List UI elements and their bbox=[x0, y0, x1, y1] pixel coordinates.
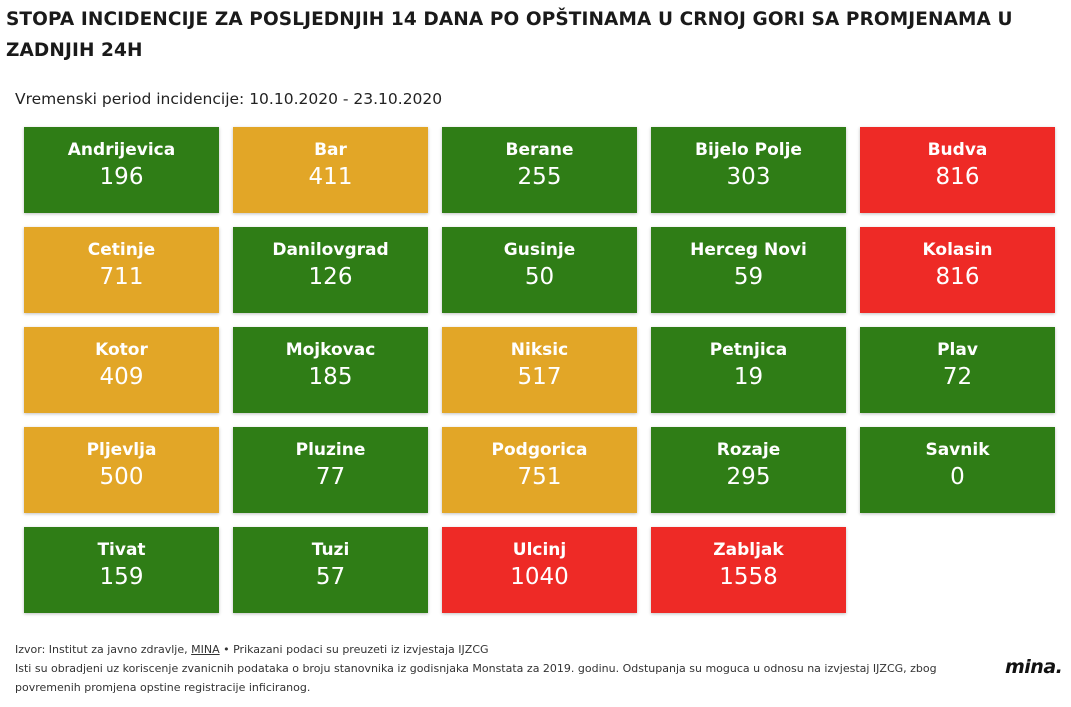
incidence-value: 57 bbox=[315, 564, 346, 590]
incidence-value: 517 bbox=[517, 364, 562, 390]
municipality-tile: Tivat 159 bbox=[24, 527, 219, 613]
municipality-name: Tivat bbox=[97, 540, 146, 560]
municipality-tile: Budva 816 bbox=[860, 127, 1055, 213]
municipality-tile: Petnjica 19 bbox=[651, 327, 846, 413]
source-link[interactable]: MINA bbox=[191, 643, 220, 656]
municipality-tile: Andrijevica 196 bbox=[24, 127, 219, 213]
incidence-value: 1040 bbox=[510, 564, 569, 590]
source-prefix: Izvor: Institut za javno zdravlje, bbox=[15, 643, 192, 656]
municipality-tile: Zabljak 1558 bbox=[651, 527, 846, 613]
municipality-tile: Pluzine 77 bbox=[233, 427, 428, 513]
incidence-value: 72 bbox=[942, 364, 973, 390]
municipality-name: Savnik bbox=[925, 440, 990, 460]
source-suffix: • Prikazani podaci su preuzeti iz izvjes… bbox=[219, 643, 489, 656]
incidence-value: 411 bbox=[308, 164, 353, 190]
municipality-name: Ulcinj bbox=[512, 540, 567, 560]
municipality-name: Herceg Novi bbox=[690, 240, 807, 260]
incidence-value: 816 bbox=[935, 264, 980, 290]
municipality-name: Niksic bbox=[510, 340, 569, 360]
municipality-tile: Niksic 517 bbox=[442, 327, 637, 413]
incidence-value: 1558 bbox=[719, 564, 778, 590]
incidence-value: 751 bbox=[517, 464, 562, 490]
municipality-tile: Savnik 0 bbox=[860, 427, 1055, 513]
municipality-tile: Bar 411 bbox=[233, 127, 428, 213]
municipality-tile: Mojkovac 185 bbox=[233, 327, 428, 413]
incidence-value: 295 bbox=[726, 464, 771, 490]
municipality-name: Tuzi bbox=[311, 540, 350, 560]
incidence-value: 59 bbox=[733, 264, 764, 290]
incidence-value: 50 bbox=[524, 264, 555, 290]
municipality-name: Andrijevica bbox=[67, 140, 176, 160]
municipality-name: Rozaje bbox=[716, 440, 781, 460]
footer: Izvor: Institut za javno zdravlje, MINA … bbox=[15, 640, 1005, 697]
municipality-name: Bijelo Polje bbox=[695, 140, 802, 160]
period-subtitle: Vremenski period incidencije: 10.10.2020… bbox=[15, 90, 443, 108]
incidence-value: 196 bbox=[99, 164, 144, 190]
municipality-name: Gusinje bbox=[503, 240, 576, 260]
municipality-tile: Ulcinj 1040 bbox=[442, 527, 637, 613]
incidence-value: 500 bbox=[99, 464, 144, 490]
municipality-tile: Cetinje 711 bbox=[24, 227, 219, 313]
chart-title: STOPA INCIDENCIJE ZA POSLJEDNJIH 14 DANA… bbox=[6, 9, 1013, 61]
municipality-name: Pljevlja bbox=[86, 440, 157, 460]
municipality-name: Cetinje bbox=[87, 240, 156, 260]
footer-note: Isti su obradjeni uz koriscenje zvanicni… bbox=[15, 662, 937, 694]
incidence-value: 159 bbox=[99, 564, 144, 590]
municipality-tile: Plav 72 bbox=[860, 327, 1055, 413]
municipality-tile: Gusinje 50 bbox=[442, 227, 637, 313]
municipality-tile: Bijelo Polje 303 bbox=[651, 127, 846, 213]
municipality-name: Bar bbox=[314, 140, 347, 160]
incidence-value: 19 bbox=[733, 364, 764, 390]
municipality-name: Kolasin bbox=[922, 240, 993, 260]
municipality-tile: Kolasin 816 bbox=[860, 227, 1055, 313]
municipality-tile: Berane 255 bbox=[442, 127, 637, 213]
incidence-value: 303 bbox=[726, 164, 771, 190]
incidence-value: 409 bbox=[99, 364, 144, 390]
municipality-name: Zabljak bbox=[713, 540, 784, 560]
source-line: Izvor: Institut za javno zdravlje, MINA … bbox=[15, 640, 1005, 659]
municipality-name: Budva bbox=[927, 140, 988, 160]
municipality-name: Berane bbox=[505, 140, 574, 160]
municipality-tile: Tuzi 57 bbox=[233, 527, 428, 613]
municipality-name: Kotor bbox=[95, 340, 148, 360]
municipality-name: Petnjica bbox=[709, 340, 788, 360]
municipality-tile: Rozaje 295 bbox=[651, 427, 846, 513]
municipality-name: Plav bbox=[937, 340, 978, 360]
incidence-value: 0 bbox=[950, 464, 965, 490]
incidence-value: 711 bbox=[99, 264, 144, 290]
municipality-tile: Herceg Novi 59 bbox=[651, 227, 846, 313]
incidence-value: 126 bbox=[308, 264, 353, 290]
municipality-name: Mojkovac bbox=[285, 340, 376, 360]
municipality-tile: Pljevlja 500 bbox=[24, 427, 219, 513]
incidence-value: 816 bbox=[935, 164, 980, 190]
municipality-tile: Kotor 409 bbox=[24, 327, 219, 413]
municipality-name: Danilovgrad bbox=[272, 240, 389, 260]
municipality-tile: Danilovgrad 126 bbox=[233, 227, 428, 313]
incidence-value: 77 bbox=[315, 464, 346, 490]
incidence-value: 185 bbox=[308, 364, 353, 390]
incidence-grid: Andrijevica 196 Bar 411 Berane 255 Bijelo Polj… bbox=[24, 127, 1056, 614]
municipality-name: Pluzine bbox=[295, 440, 366, 460]
mina-logo: mina. bbox=[1005, 656, 1063, 678]
municipality-tile: Podgorica 751 bbox=[442, 427, 637, 513]
incidence-value: 255 bbox=[517, 164, 562, 190]
municipality-name: Podgorica bbox=[491, 440, 588, 460]
